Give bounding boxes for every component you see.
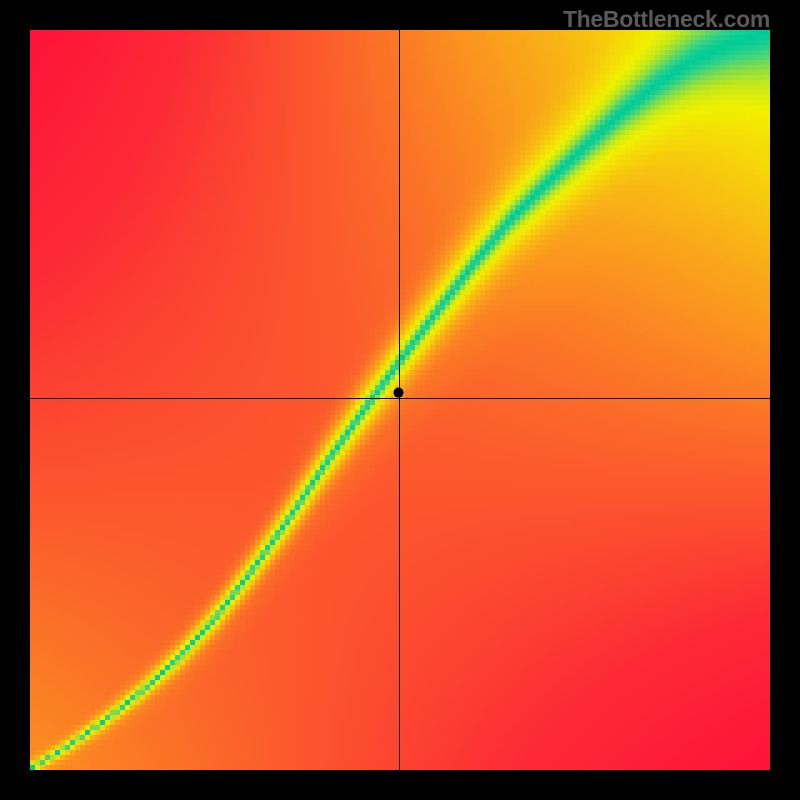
heatmap-plot (30, 30, 770, 770)
heatmap-canvas (30, 30, 770, 770)
watermark-label: TheBottleneck.com (563, 6, 770, 33)
chart-container: TheBottleneck.com (0, 0, 800, 800)
